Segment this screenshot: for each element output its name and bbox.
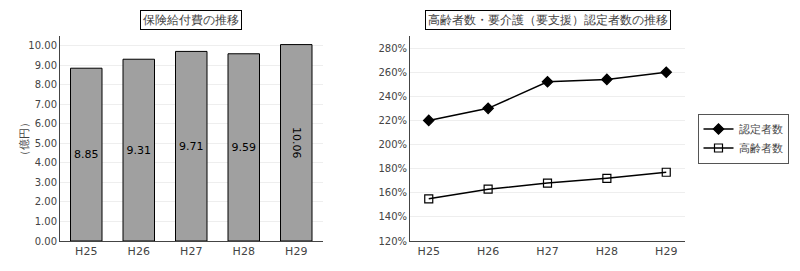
svg-text:高齢者数: 高齢者数 bbox=[739, 142, 783, 155]
svg-text:9.31: 9.31 bbox=[127, 144, 152, 157]
svg-text:8.00: 8.00 bbox=[35, 79, 57, 90]
svg-text:9.71: 9.71 bbox=[179, 140, 204, 153]
svg-text:9.00: 9.00 bbox=[35, 60, 57, 71]
svg-text:160%: 160% bbox=[378, 187, 407, 198]
svg-text:180%: 180% bbox=[378, 163, 407, 174]
svg-text:260%: 260% bbox=[378, 67, 407, 78]
svg-text:2.00: 2.00 bbox=[35, 196, 57, 207]
svg-text:H26: H26 bbox=[128, 245, 150, 258]
svg-text:4.00: 4.00 bbox=[35, 157, 57, 168]
svg-text:認定者数: 認定者数 bbox=[739, 123, 783, 136]
svg-text:（億円）: （億円） bbox=[18, 117, 31, 161]
svg-text:8.85: 8.85 bbox=[74, 148, 99, 161]
svg-text:9.59: 9.59 bbox=[232, 141, 257, 154]
svg-text:0.00: 0.00 bbox=[35, 236, 57, 247]
svg-text:H28: H28 bbox=[596, 245, 618, 258]
svg-text:3.00: 3.00 bbox=[35, 177, 57, 188]
svg-text:10.00: 10.00 bbox=[28, 40, 57, 51]
svg-text:H25: H25 bbox=[418, 245, 440, 258]
svg-text:240%: 240% bbox=[378, 91, 407, 102]
svg-text:10.06: 10.06 bbox=[290, 127, 303, 159]
svg-text:7.00: 7.00 bbox=[35, 99, 57, 110]
svg-text:H26: H26 bbox=[477, 245, 499, 258]
svg-text:H29: H29 bbox=[655, 245, 677, 258]
svg-text:保険給付費の推移: 保険給付費の推移 bbox=[143, 13, 239, 27]
svg-text:1.00: 1.00 bbox=[35, 216, 57, 227]
svg-text:120%: 120% bbox=[378, 236, 407, 247]
svg-text:H27: H27 bbox=[180, 245, 202, 258]
svg-text:5.00: 5.00 bbox=[35, 138, 57, 149]
svg-text:H29: H29 bbox=[285, 245, 307, 258]
svg-text:高齢者数・要介護（要支援）認定者数の推移: 高齢者数・要介護（要支援）認定者数の推移 bbox=[428, 13, 668, 27]
svg-text:6.00: 6.00 bbox=[35, 118, 57, 129]
svg-text:H25: H25 bbox=[75, 245, 97, 258]
svg-text:H28: H28 bbox=[233, 245, 255, 258]
svg-text:140%: 140% bbox=[378, 211, 407, 222]
svg-text:200%: 200% bbox=[378, 139, 407, 150]
svg-text:280%: 280% bbox=[378, 43, 407, 54]
svg-text:H27: H27 bbox=[536, 245, 558, 258]
svg-text:220%: 220% bbox=[378, 115, 407, 126]
